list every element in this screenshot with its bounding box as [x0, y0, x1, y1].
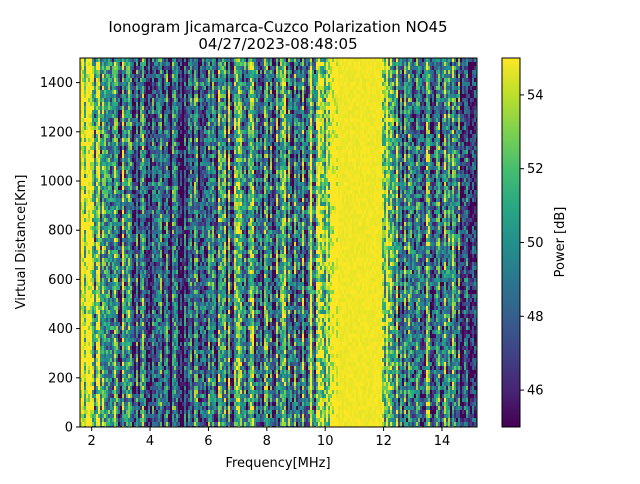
chart-subtitle: 04/27/2023-08:48:05 — [198, 35, 357, 53]
chart-title: Ionogram Jicamarca-Cuzco Polarization NO… — [108, 18, 447, 36]
heatmap — [80, 58, 478, 430]
